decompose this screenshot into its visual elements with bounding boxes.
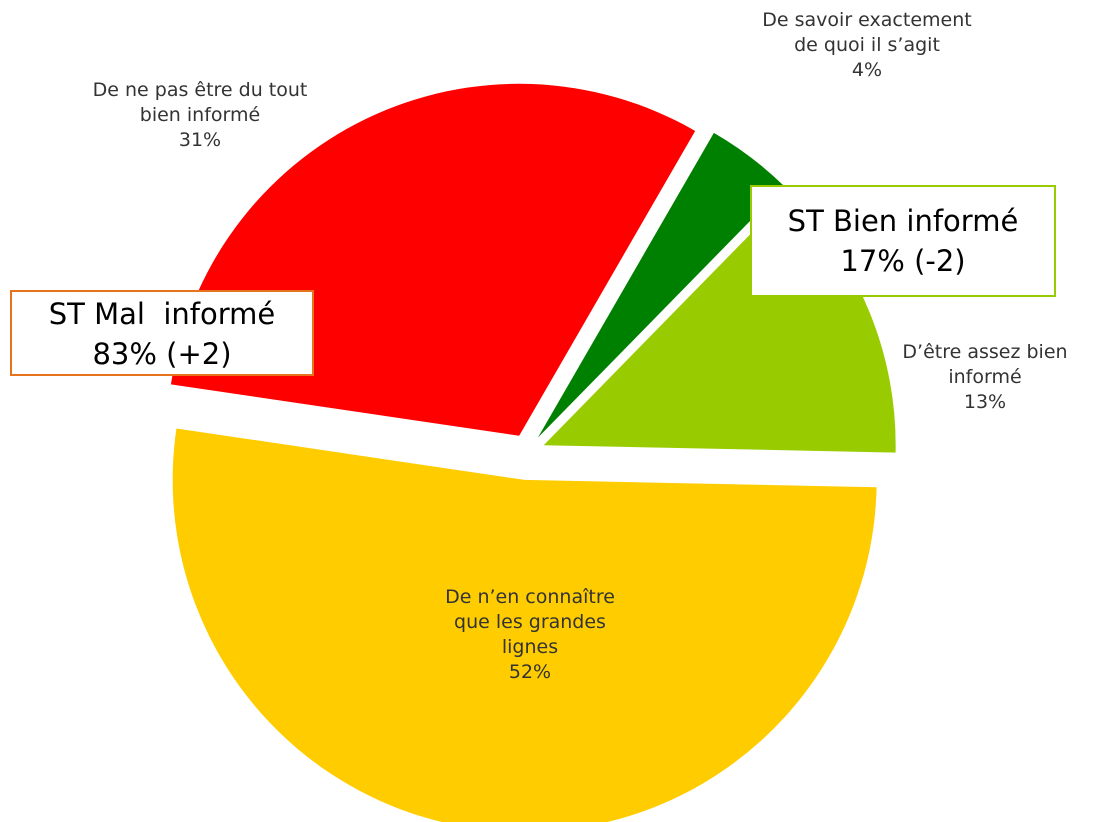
slice-label: De savoir exactement de quoi il s’agit 4% [760, 8, 975, 83]
slice-name: D’être assez bien informé [902, 341, 1068, 388]
pie-slice [172, 428, 877, 822]
slice-label: De n’en connaître que les grandes lignes… [428, 585, 633, 685]
annotation-box: ST Mal informé 83% (+2) [10, 290, 314, 376]
pie-slice [537, 132, 785, 438]
slice-value: 4% [851, 59, 883, 81]
slice-name: De ne pas être du tout bien informé [92, 79, 308, 126]
slice-name: De n’en connaître que les grandes lignes [445, 586, 615, 658]
slice-name: De savoir exactement de quoi il s’agit [762, 9, 972, 56]
annotation-box: ST Bien informé 17% (-2) [750, 185, 1056, 297]
annotation-line: ST Bien informé [787, 204, 1019, 238]
slice-label: D’être assez bien informé 13% [885, 340, 1085, 415]
annotation-line: 17% (-2) [840, 244, 966, 278]
slice-value: 31% [178, 129, 222, 151]
annotation-line: ST Mal informé [48, 297, 276, 331]
slice-value: 52% [508, 661, 552, 683]
slice-value: 13% [963, 391, 1007, 413]
annotation-line: 83% (+2) [92, 337, 232, 371]
slice-label: De ne pas être du tout bien informé 31% [88, 78, 313, 153]
